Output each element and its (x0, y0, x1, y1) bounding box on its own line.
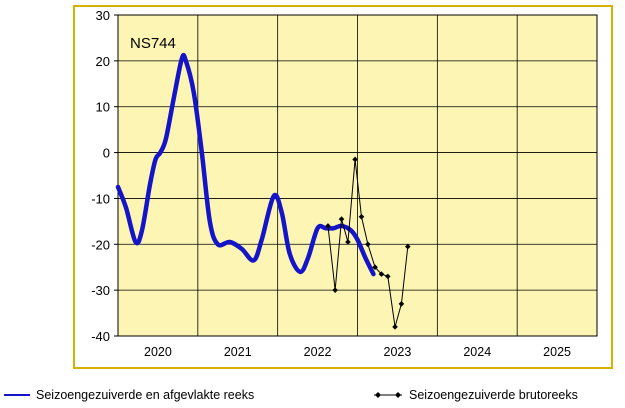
raw-data-point (385, 273, 391, 280)
raw-data-point (398, 301, 405, 307)
legend-label-smoothed: Seizoengezuiverde en afgevlakte reeks (36, 388, 255, 402)
y-tick-label: -30 (91, 283, 110, 298)
raw-data-point (378, 271, 385, 277)
raw-data-point (352, 156, 358, 163)
raw-data-point (332, 287, 338, 293)
legend-label-raw: Seizoengezuiverde brutoreeks (409, 388, 578, 402)
x-tick-label: 2025 (543, 345, 571, 359)
y-tick-label: -20 (91, 237, 110, 252)
raw-data-point (325, 223, 331, 229)
raw-data-point (345, 239, 351, 245)
y-tick-label: 20 (96, 54, 110, 69)
series-line-smoothed (115, 52, 376, 277)
series-layer (115, 52, 411, 330)
legend-item-raw: Seizoengezuiverde brutoreeks (373, 388, 578, 402)
x-tick-label: 2024 (463, 345, 491, 359)
raw-data-point (404, 243, 411, 250)
raw-data-point (338, 216, 345, 222)
x-tick-label: 2020 (144, 345, 172, 359)
raw-data-point (392, 324, 398, 330)
x-tick-label: 2021 (224, 345, 252, 359)
grid-layer (118, 15, 597, 336)
raw-data-point (358, 213, 365, 220)
y-tick-label: 10 (96, 100, 110, 115)
x-tick-label: 2022 (304, 345, 332, 359)
raw-data-point (372, 264, 378, 271)
y-tick-label: -10 (91, 191, 110, 206)
x-axis: 2020 2021 2022 2023 2024 2025 (144, 345, 571, 359)
y-tick-label: -40 (91, 329, 110, 344)
raw-data-point (365, 241, 371, 248)
x-tick-label: 2023 (384, 345, 412, 359)
station-label: NS744 (130, 35, 176, 52)
legend-swatch-line-icon (4, 394, 30, 396)
legend-item-smoothed: Seizoengezuiverde en afgevlakte reeks (4, 388, 254, 402)
y-tick-label: 0 (103, 146, 110, 161)
legend-swatch-diamond-icon (374, 392, 402, 398)
y-axis: 30 20 10 0 -10 -20 -30 -40 (91, 8, 118, 344)
y-tick-label: 30 (96, 8, 110, 23)
